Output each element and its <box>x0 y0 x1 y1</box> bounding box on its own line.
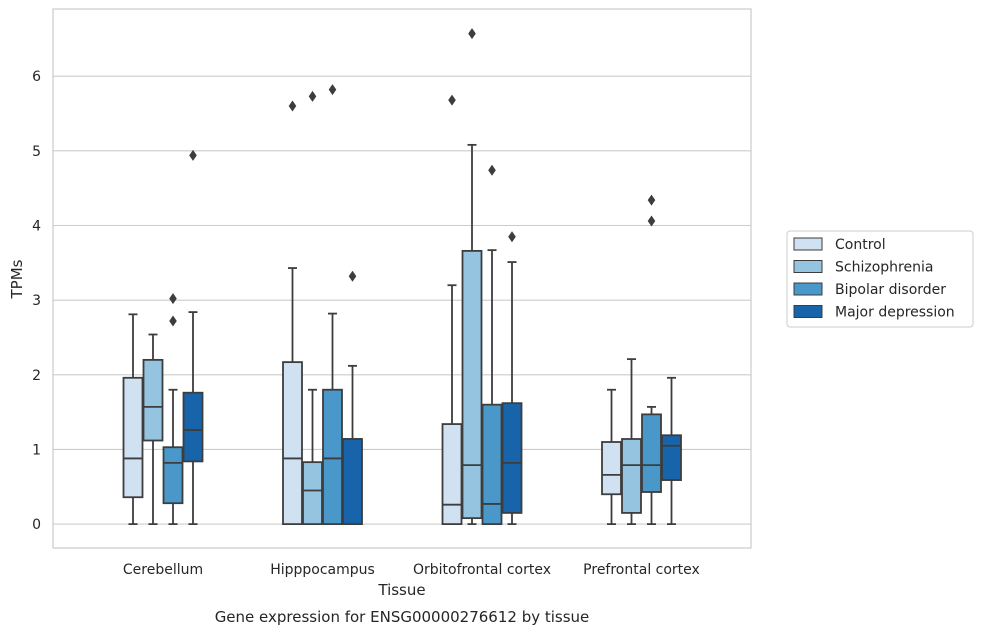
outlier-point-0 <box>169 315 177 327</box>
box-3-2 <box>641 194 662 526</box>
outlier-point-1 <box>169 293 177 305</box>
y-tick-label-0: 0 <box>32 517 41 533</box>
box-2-3 <box>501 231 523 526</box>
box-0-3 <box>182 149 204 526</box>
box-0-1 <box>142 333 164 526</box>
outlier-point-1 <box>647 194 656 206</box>
box-body <box>641 413 662 493</box>
box-3-0 <box>601 388 622 526</box>
box-1-0 <box>282 100 303 526</box>
outlier-point-0 <box>508 231 516 243</box>
box-body <box>621 438 642 514</box>
legend-swatch-0 <box>793 237 823 251</box>
box-body <box>182 391 204 463</box>
box-body <box>122 376 144 499</box>
y-axis-label: TPMs <box>8 259 26 299</box>
x-axis-label: Tissue <box>377 581 425 599</box>
outlier-point-0 <box>348 270 357 282</box>
legend-frame <box>786 230 974 328</box>
box-1-1 <box>302 90 323 526</box>
boxes <box>122 28 682 526</box>
box-body <box>461 249 483 520</box>
legend-items: Control Schizophrenia Bipolar disorder Majo… <box>793 237 955 321</box>
outlier-point-0 <box>189 149 197 161</box>
legend-label-2: Bipolar disorder <box>835 282 946 298</box>
y-tick-labels: 0 1 2 3 4 5 6 <box>32 69 41 533</box>
box-2-2 <box>481 164 503 526</box>
x-tick-label-2: Orbitofrontal cortex <box>413 562 551 578</box>
y-tick-label-4: 4 <box>32 218 41 234</box>
legend-swatch-3 <box>793 305 823 318</box>
box-body <box>162 446 184 505</box>
box-3-1 <box>621 358 642 526</box>
outlier-point-0 <box>468 28 476 40</box>
y-tick-label-1: 1 <box>32 442 41 458</box>
legend-label-3: Major depression <box>835 305 955 321</box>
box-body <box>342 438 363 526</box>
outlier-point-0 <box>308 90 317 102</box>
x-tick-label-0: Cerebellum <box>123 562 203 578</box>
box-body <box>501 402 523 514</box>
box-3-3 <box>661 376 682 526</box>
outlier-point-0 <box>448 94 456 106</box>
outlier-point-0 <box>488 164 496 176</box>
box-body <box>322 388 343 526</box>
x-tick-labels: Cerebellum Hipppocampus Orbitofrontal cort… <box>123 562 700 578</box>
y-tick-label-6: 6 <box>32 69 41 85</box>
box-body <box>441 423 463 526</box>
box-body <box>142 358 164 442</box>
box-0-0 <box>122 313 144 526</box>
y-tick-label-5: 5 <box>32 144 41 160</box>
box-1-2 <box>322 84 343 526</box>
box-2-0 <box>441 94 463 526</box>
box-0-2 <box>162 293 184 526</box>
x-tick-label-3: Prefrontal cortex <box>583 562 700 578</box>
legend-swatch-1 <box>793 260 823 273</box>
box-body <box>661 434 682 481</box>
box-body <box>282 361 303 526</box>
outlier-point-0 <box>328 84 337 96</box>
plot-area-frame <box>52 8 752 549</box>
box-1-3 <box>342 270 363 526</box>
legend-label-0: Control <box>835 237 886 253</box>
box-body <box>481 403 503 526</box>
box-body <box>302 461 323 526</box>
legend-label-1: Schizophrenia <box>835 260 933 276</box>
y-tick-label-2: 2 <box>32 368 41 384</box>
legend: Control Schizophrenia Bipolar disorder Majo… <box>786 230 974 328</box>
box-body <box>601 441 622 496</box>
x-tick-label-1: Hipppocampus <box>270 562 375 578</box>
outlier-point-0 <box>288 100 297 112</box>
y-tick-label-3: 3 <box>32 293 41 309</box>
outlier-point-0 <box>647 215 656 227</box>
legend-swatch-2 <box>793 282 823 296</box>
box-2-1 <box>461 28 483 526</box>
chart-caption: Gene expression for ENSG00000276612 by t… <box>215 608 590 626</box>
